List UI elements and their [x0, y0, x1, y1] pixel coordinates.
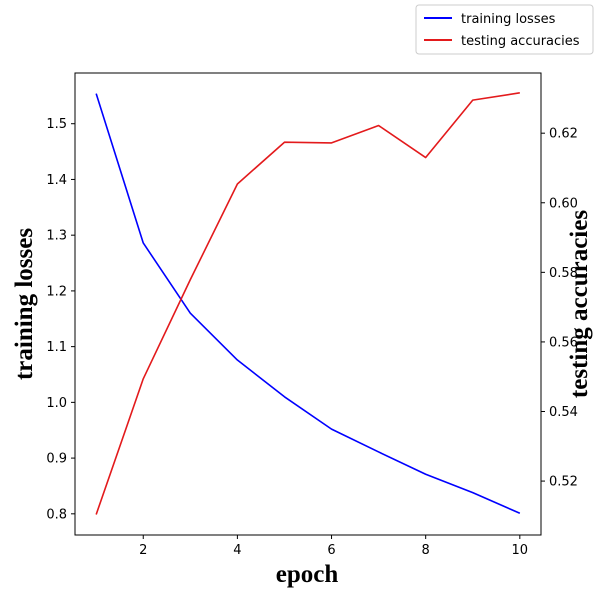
x-axis-title: epoch — [276, 561, 339, 588]
legend-label-testing-accuracies: testing accuracies — [461, 34, 580, 49]
x-tick-label: 8 — [422, 543, 430, 558]
left-y-tick-label: 1.5 — [46, 117, 67, 132]
x-axis-ticks: 2 4 6 8 10 — [139, 535, 528, 558]
series-line-testing-accuracies — [95, 92, 520, 515]
left-y-tick-label: 1.2 — [46, 284, 67, 299]
right-y-tick-label: 0.56 — [549, 335, 578, 350]
right-y-tick-label: 0.62 — [549, 127, 578, 142]
left-y-tick-label: 0.8 — [46, 507, 67, 522]
legend-label-training-losses: training losses — [461, 12, 556, 27]
left-y-axis-ticks: 0.8 0.9 1.0 1.1 1.2 1.3 1.4 1.5 — [46, 117, 75, 522]
left-y-tick-label: 1.0 — [46, 396, 67, 411]
right-y-axis-ticks: 0.52 0.54 0.56 0.58 0.60 0.62 — [541, 127, 578, 490]
right-y-tick-label: 0.60 — [549, 196, 578, 211]
x-tick-label: 10 — [512, 543, 529, 558]
left-y-tick-label: 1.4 — [46, 173, 67, 188]
left-y-tick-label: 1.3 — [46, 229, 67, 244]
series-lines — [95, 92, 521, 515]
legend-box — [415, 4, 594, 55]
right-y-tick-label: 0.58 — [549, 266, 578, 281]
legend: training losses testing accuracies — [415, 4, 594, 55]
x-tick-label: 6 — [327, 543, 335, 558]
right-y-tick-label: 0.52 — [549, 475, 578, 490]
x-tick-label: 2 — [139, 543, 147, 558]
left-y-tick-label: 1.1 — [46, 340, 67, 355]
left-y-axis-title: training losses — [11, 228, 38, 380]
right-y-tick-label: 0.54 — [549, 405, 578, 420]
right-y-axis-title: testing accuracies — [566, 210, 593, 398]
series-line-training-losses — [95, 93, 521, 515]
left-y-tick-label: 0.9 — [46, 452, 67, 467]
x-tick-label: 4 — [233, 543, 241, 558]
plot-area-frame — [74, 72, 542, 536]
